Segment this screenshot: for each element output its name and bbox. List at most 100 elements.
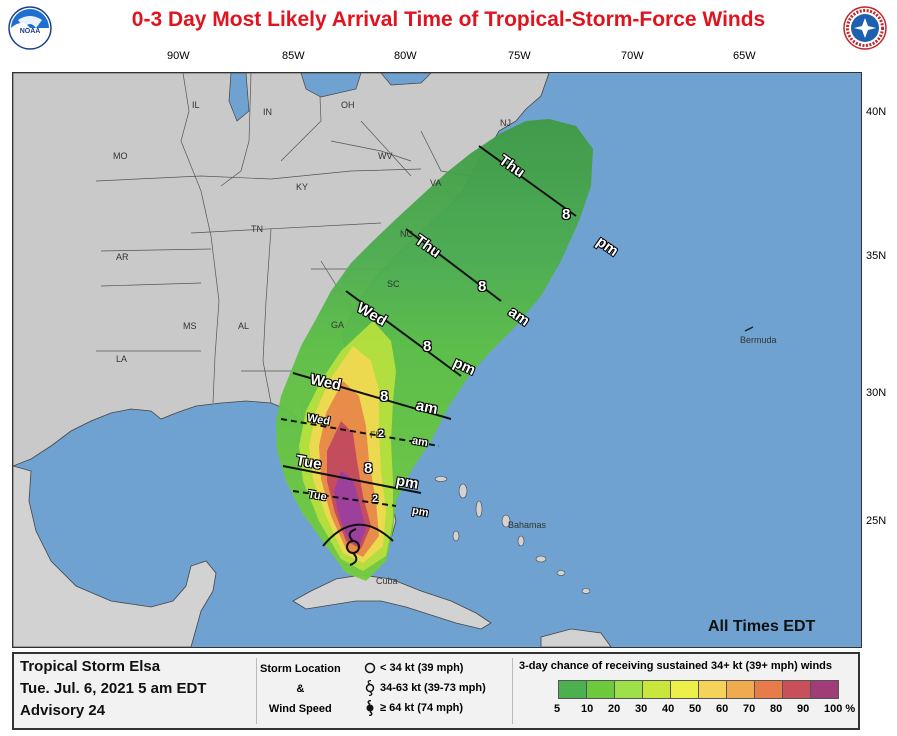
storm-legend-line2: & [296, 683, 305, 695]
isochrone-lines [282, 145, 577, 494]
state-label-va: VA [430, 178, 442, 188]
time-label-8: 8 [364, 460, 373, 477]
scale-label: 80 [770, 703, 783, 715]
hurricane-icon [366, 700, 374, 716]
state-label-al: AL [238, 321, 250, 331]
time-label-pm: pm [394, 472, 420, 493]
scale-swatch [558, 680, 586, 699]
scale-swatch [642, 680, 670, 699]
time-label-8: 8 [562, 206, 571, 223]
probability-color-scale [558, 680, 839, 699]
scale-label: 60 [716, 703, 729, 715]
scale-label: 100 % [824, 703, 856, 715]
time-label-2: 2 [378, 428, 385, 440]
lon-label-70w: 70W [621, 50, 644, 62]
svg-text:NOAA: NOAA [20, 28, 41, 35]
time-label-am: am [411, 434, 429, 450]
forecast-track-arc [322, 523, 394, 547]
storm-legend-line3: Wind Speed [268, 703, 332, 715]
scale-label: 40 [662, 703, 675, 715]
storm-symbol-icon [346, 528, 360, 566]
state-label-tn: TN [251, 224, 263, 234]
tropical-storm-icon [365, 680, 375, 696]
scale-swatch [810, 680, 839, 699]
state-label-wv: WV [378, 151, 393, 161]
prob-90-contour [334, 471, 366, 546]
scale-label: 20 [608, 703, 621, 715]
storm-legend-row: < 34 kt (39 mph) [364, 658, 486, 678]
scale-label: 10 [581, 703, 594, 715]
storm-legend-row: 34-63 kt (39-73 mph) [364, 678, 486, 698]
legend-divider [256, 658, 257, 724]
storm-advisory: Advisory 24 [20, 702, 106, 719]
bermuda-label: Bermuda [740, 335, 777, 345]
time-label-pm: pm [411, 504, 430, 520]
mexico-landmass [13, 465, 217, 647]
state-label-ga: GA [331, 320, 345, 330]
lon-label-80w: 80W [394, 50, 417, 62]
storm-name: Tropical Storm Elsa [20, 658, 161, 675]
scale-label: 90 [797, 703, 810, 715]
all-times-note: All Times EDT [708, 618, 816, 635]
scale-swatch [726, 680, 754, 699]
scale-swatch [670, 680, 698, 699]
storm-legend-row-label: < 34 kt (39 mph) [380, 662, 464, 674]
lon-label-85w: 85W [282, 50, 305, 62]
time-label-8: 8 [478, 278, 487, 295]
scale-label: 70 [743, 703, 756, 715]
scale-swatch [754, 680, 782, 699]
lat-label-40n: 40N [866, 106, 887, 118]
scale-swatch [586, 680, 614, 699]
circle-icon [364, 662, 376, 674]
map-title: 0-3 Day Most Likely Arrival Time of Trop… [131, 8, 766, 31]
cuba-label: Cuba [376, 576, 398, 586]
bahamas-islands [434, 476, 591, 594]
state-label-oh: OH [341, 100, 355, 110]
legend-divider [512, 658, 513, 724]
state-label-ar: AR [116, 252, 129, 262]
state-label-sc: SC [387, 279, 400, 289]
noaa-logo: NOAA [8, 6, 52, 50]
lat-label-25n: 25N [866, 515, 887, 527]
great-lakes [228, 73, 432, 122]
lat-label-30n: 30N [866, 387, 887, 399]
scale-label: 50 [689, 703, 702, 715]
storm-legend-row: ≥ 64 kt (74 mph) [364, 698, 486, 718]
forecast-map [12, 72, 862, 648]
hispaniola-landmass [540, 628, 612, 647]
state-label-ky: KY [296, 182, 309, 192]
time-label-8: 8 [423, 338, 432, 355]
storm-info: Tropical Storm Elsa Tue. Jul. 6, 2021 5 … [20, 656, 206, 722]
state-label-nc: NC [400, 229, 413, 239]
state-label-fl: FL [370, 430, 381, 440]
scale-swatch [698, 680, 726, 699]
state-label-nj: NJ [500, 118, 511, 128]
scale-label: 5 [554, 703, 561, 715]
lat-label-35n: 35N [866, 250, 887, 262]
probability-scale-title: 3-day chance of receiving sustained 34+ … [519, 660, 832, 672]
state-label-mo: MO [113, 151, 128, 161]
storm-legend-heading: Storm Location & Wind Speed [260, 659, 341, 719]
state-label-il: IL [192, 100, 200, 110]
scale-swatch [782, 680, 810, 699]
legend-panel: Tropical Storm Elsa Tue. Jul. 6, 2021 5 … [12, 652, 860, 730]
nws-logo [843, 6, 887, 50]
storm-legend-line1: Storm Location [260, 663, 341, 675]
time-label-2: 2 [372, 493, 379, 505]
bermuda-island [744, 326, 754, 332]
lon-label-75w: 75W [508, 50, 531, 62]
state-label-in: IN [263, 107, 272, 117]
time-label-8: 8 [380, 388, 389, 405]
lon-label-90w: 90W [167, 50, 190, 62]
storm-legend-row-label: 34-63 kt (39-73 mph) [380, 682, 486, 694]
state-label-ms: MS [183, 321, 197, 331]
scale-label: 30 [635, 703, 648, 715]
state-label-la: LA [116, 354, 128, 364]
scale-swatch [614, 680, 642, 699]
bahamas-label: Bahamas [508, 520, 547, 530]
storm-legend-row-label: ≥ 64 kt (74 mph) [380, 702, 464, 714]
lon-label-65w: 65W [733, 50, 756, 62]
isochrone-dashed-lines [280, 418, 440, 507]
storm-datetime: Tue. Jul. 6, 2021 5 am EDT [20, 680, 207, 697]
storm-legend-rows: < 34 kt (39 mph) 34-63 kt (39-73 mph) ≥ … [364, 658, 486, 718]
